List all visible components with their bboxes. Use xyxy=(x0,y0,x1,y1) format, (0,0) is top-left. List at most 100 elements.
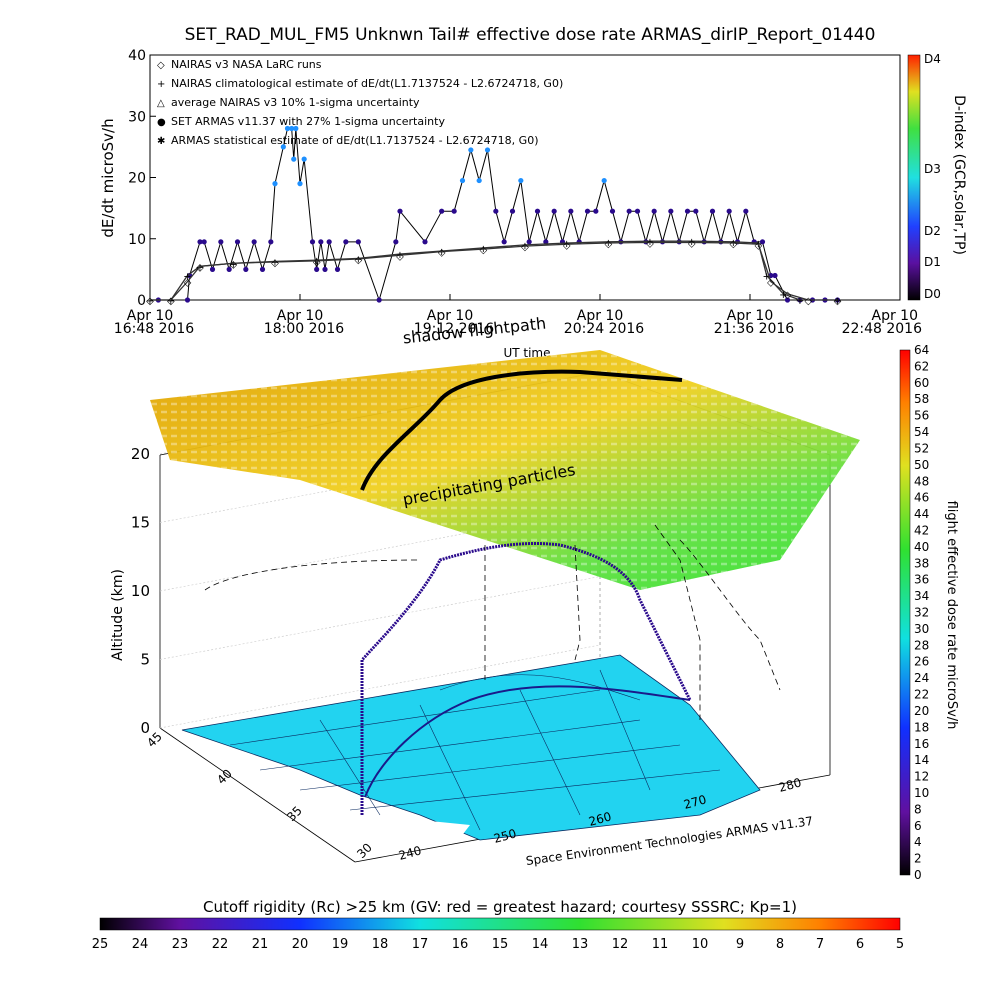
nairas-point: ◇ xyxy=(184,278,192,289)
armas-point xyxy=(272,181,278,187)
nairas-point: + xyxy=(271,257,279,268)
armas-point xyxy=(284,125,291,132)
armas-point xyxy=(397,208,403,214)
rigidity-colorbar-tick: 11 xyxy=(652,937,669,952)
dose-colorbar-tick: 34 xyxy=(914,589,929,603)
rigidity-colorbar-tick: 12 xyxy=(612,937,629,952)
armas-point xyxy=(393,239,399,245)
nairas-point: + xyxy=(437,247,445,258)
armas-point xyxy=(476,177,482,184)
dose-colorbar-tick: 8 xyxy=(914,802,922,816)
legend-entry: NAIRAS climatological estimate of dE/dt(… xyxy=(171,77,563,90)
rigidity-colorbar-tick: 20 xyxy=(292,937,309,952)
armas-point xyxy=(439,208,445,214)
legend-symbol: △ xyxy=(157,98,165,109)
rigidity-colorbar-tick: 7 xyxy=(816,937,824,952)
rigidity-colorbar-tick: 13 xyxy=(572,937,589,952)
armas-point xyxy=(291,156,297,162)
nairas-point: ◇ xyxy=(438,248,446,259)
dindex-tick: D0 xyxy=(924,287,941,301)
y-ticks: 0 10 20 30 40 xyxy=(128,48,156,309)
nairas-point: + xyxy=(354,254,362,265)
armas-point xyxy=(493,208,499,214)
dindex-label: D-index (GCR,solar,TP) xyxy=(951,95,967,255)
y-tick-label: 40 xyxy=(128,48,146,64)
armas-point xyxy=(543,239,549,245)
x-tick-label-date: Apr 10 xyxy=(727,308,773,324)
armas-point xyxy=(289,125,295,132)
dose-colorbar-tick: 4 xyxy=(914,835,922,849)
dindex-tick: D4 xyxy=(924,52,941,66)
nairas-point: ◇ xyxy=(313,257,321,268)
dose-rate-colorbar: 0246810121416182022242628303234363840424… xyxy=(899,343,959,882)
armas-point xyxy=(568,208,574,214)
nairas-point: + xyxy=(312,256,320,267)
nairas-point: + xyxy=(796,296,804,307)
dindex-tick: D1 xyxy=(924,255,941,269)
armas-point xyxy=(593,208,599,214)
rigidity-colorbar-gradient xyxy=(99,917,901,931)
nairas-point: ◇ xyxy=(271,258,279,269)
nairas-point: ◇ xyxy=(784,290,792,301)
rigidity-colorbar-tick: 23 xyxy=(172,937,189,952)
armas-point xyxy=(234,239,241,245)
x-tick-label-date: Apr 10 xyxy=(872,308,918,324)
armas-point xyxy=(301,156,307,162)
armas-point xyxy=(326,239,332,245)
armas-point xyxy=(626,208,632,214)
y-tick-label: 20 xyxy=(128,171,146,187)
nairas-point: ◇ xyxy=(354,255,362,266)
rigidity-colorbar-tick: 16 xyxy=(452,937,469,952)
armas-point xyxy=(251,239,257,245)
armas-point xyxy=(518,177,524,184)
grid-line xyxy=(159,644,601,729)
y-tick-label: 0 xyxy=(137,293,146,309)
dindex-gradient xyxy=(907,54,921,301)
armas-point xyxy=(322,266,328,272)
nairas-point: ◇ xyxy=(146,296,154,307)
nairas-point: ◇ xyxy=(396,251,404,262)
dose-colorbar-tick: 26 xyxy=(914,655,929,669)
nairas-point: ◇ xyxy=(688,238,696,249)
armas-point xyxy=(197,239,203,245)
dose-colorbar-label: flight effective dose rate microSv/h xyxy=(944,501,959,730)
nairas-point: + xyxy=(229,259,237,270)
x-tick-label-time: 16:48 2016 xyxy=(114,321,195,337)
altitude-tick: 10 xyxy=(131,582,150,600)
dose-colorbar-tick: 30 xyxy=(914,622,929,636)
dose-colorbar-tick: 2 xyxy=(914,852,922,866)
armas-point xyxy=(297,181,303,187)
flight-path-shadow xyxy=(360,369,683,491)
dose-colorbar-tick: 22 xyxy=(914,688,929,702)
armas-point xyxy=(268,239,274,245)
legend: ◇ NAIRAS v3 NASA LaRC runs + NAIRAS climato… xyxy=(157,58,563,147)
longitude-tick: 240 xyxy=(397,843,423,862)
nairas-point: ◇ xyxy=(521,242,529,253)
latitude-tick: 30 xyxy=(354,840,375,861)
longitude-tick: 270 xyxy=(682,792,708,811)
dose-colorbar-tick: 44 xyxy=(914,507,929,521)
x-tick-label-date: Apr 10 xyxy=(427,308,473,324)
armas-point xyxy=(218,239,224,245)
nairas-point: ◇ xyxy=(563,240,571,251)
armas-point xyxy=(314,266,320,272)
dose-colorbar-tick: 46 xyxy=(914,491,929,505)
dose-colorbar-tick: 38 xyxy=(914,556,929,570)
dose-colorbar-tick: 20 xyxy=(914,704,929,718)
legend-entry: SET ARMAS v11.37 with 27% 1-sigma uncert… xyxy=(171,115,445,128)
series-line xyxy=(150,241,838,301)
altitude-tick: 5 xyxy=(140,651,150,669)
nairas-point: ◇ xyxy=(729,239,737,250)
rigidity-colorbar-tick: 22 xyxy=(212,937,229,952)
dose-colorbar-tick: 6 xyxy=(914,819,922,833)
dose-colorbar-tick: 54 xyxy=(914,425,929,439)
armas-point xyxy=(609,208,616,214)
armas-point xyxy=(651,208,657,214)
armas-point xyxy=(509,208,516,214)
rigidity-colorbar: Cutoff rigidity (Rc) >25 km (GV: red = g… xyxy=(92,898,904,952)
armas-point xyxy=(243,266,249,272)
dindex-colorbar: D0 D1 D2 D3 D4 D-index (GCR,solar,TP) xyxy=(907,52,967,301)
armas-point xyxy=(534,208,541,214)
y-tick-label: 10 xyxy=(128,232,146,248)
